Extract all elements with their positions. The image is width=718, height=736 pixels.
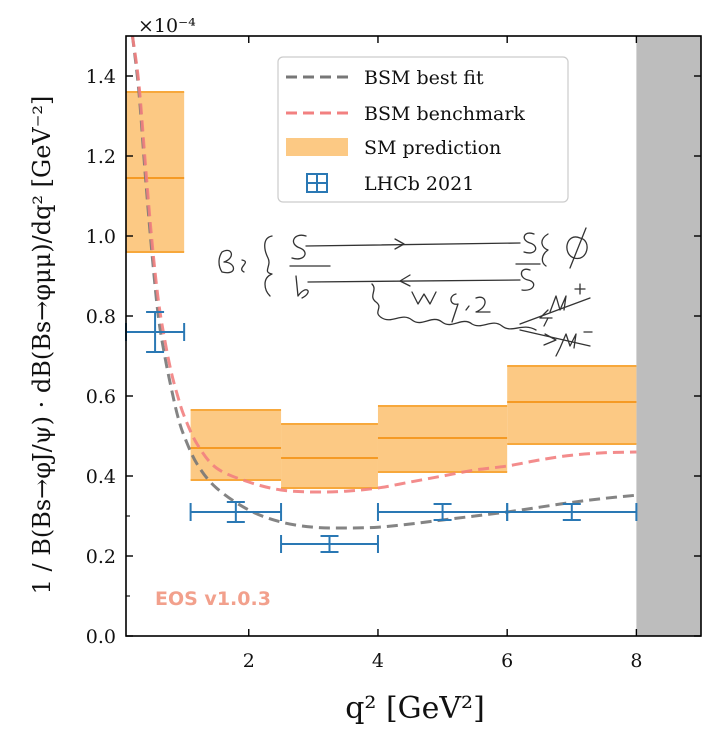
y-axis-label: 1 / B(Bs→φJ/ψ) · dB(Bs→φμμ)/dq² [GeV⁻²] — [28, 96, 56, 595]
sm-bin-1 — [190, 410, 282, 480]
legend-label-lhcb-2021: LHCb 2021 — [364, 173, 474, 195]
lhcb-point-2 — [280, 535, 379, 553]
watermark: EOS v1.0.3 — [155, 588, 271, 610]
legend-label-sm-prediction: SM prediction — [364, 137, 501, 159]
y-tick-label-7: 1.4 — [86, 66, 116, 88]
legend-box — [277, 56, 569, 203]
x-axis-label: q² [GeV²] — [345, 691, 485, 726]
sm-prediction-layer — [126, 91, 637, 489]
legend-swatch-lhcb — [306, 173, 328, 193]
y-tick-label-5: 1.0 — [86, 226, 116, 248]
lhcb-point-4 — [506, 503, 638, 521]
x-tick-label-1: 4 — [372, 650, 384, 672]
y-tick-label-2: 0.4 — [86, 466, 116, 488]
axes-frame — [125, 35, 702, 637]
lhcb-point-3 — [376, 503, 509, 521]
legend-label-bsm-benchmark: BSM benchmark — [364, 103, 525, 125]
axes: 0.0 0.2 0.4 0.6 0.8 1.0 1.2 1.4 2 4 6 8 — [86, 35, 702, 672]
x-tick-label-2: 6 — [501, 650, 513, 672]
lhcb-point-1 — [189, 501, 283, 523]
excluded-region — [636, 36, 701, 636]
lhcb-layer — [125, 311, 638, 553]
legend-label-bsm-best-fit: BSM best fit — [364, 67, 484, 89]
y-tick-label-6: 1.2 — [86, 146, 116, 168]
x-tick-label-0: 2 — [243, 650, 255, 672]
curve-bsm-benchmark — [130, 35, 637, 494]
y-tick-label-4: 0.8 — [86, 306, 116, 328]
legend: BSM best fit BSM benchmark SM prediction… — [277, 56, 569, 203]
y-tick-label-0: 0.0 — [86, 626, 116, 648]
sm-bin-0 — [126, 92, 185, 252]
handwritten-annotation — [218, 227, 593, 357]
y-tick-label-3: 0.6 — [86, 386, 116, 408]
y-scale-label: ×10⁻⁴ — [138, 15, 196, 37]
y-tick-label-1: 0.2 — [86, 546, 116, 568]
x-tick-label-3: 8 — [630, 650, 642, 672]
legend-swatch-sm-prediction — [286, 138, 348, 156]
sm-bin-2 — [281, 424, 378, 488]
sm-bin-4 — [507, 366, 637, 444]
lhcb-point-0 — [125, 311, 186, 353]
